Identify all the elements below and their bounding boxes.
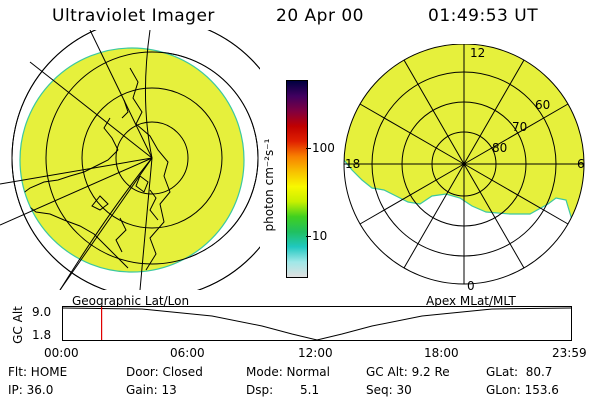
timeline-y-label: GC Alt (11, 306, 25, 344)
gc-alt-status: GC Alt: 9.2 Re (366, 365, 450, 379)
timeline-ytick-bottom: 1.8 (32, 328, 52, 342)
door-status: Door: Closed (126, 365, 203, 379)
polar-grid (343, 44, 585, 285)
geographic-map (0, 30, 260, 290)
glat-status: GLat: 80.7 (486, 365, 553, 379)
seq-status: Seq: 30 (366, 383, 412, 397)
colorbar-gradient (287, 81, 307, 277)
xtick-1800: 18:00 (424, 346, 459, 360)
mlt-label-12: 12 (470, 46, 485, 60)
date-label: 20 Apr 00 (276, 6, 364, 26)
timeline-plot (62, 306, 572, 341)
ip-status: IP: 36.0 (8, 383, 54, 397)
lat-label-60: 60 (535, 98, 550, 112)
lat-label-70: 70 (512, 120, 527, 134)
dsp-label: Dsp: (246, 383, 274, 397)
altitude-curve (62, 307, 572, 341)
geo-grid-lines (0, 30, 260, 290)
xtick-0600: 06:00 (170, 346, 205, 360)
colorbar-tick-10: 10 (312, 229, 328, 243)
lat-label-80: 80 (492, 141, 507, 155)
gain-status: Gain: 13 (126, 383, 177, 397)
colorbar-tick-mark-10 (306, 236, 311, 237)
mlt-label-6: 6 (577, 157, 585, 171)
colorbar-tick-100: 100 (312, 141, 335, 155)
glon-status: GLon: 153.6 (486, 383, 559, 397)
apex-label: Apex MLat/MLT (426, 294, 516, 308)
xtick-2359: 23:59 (552, 346, 587, 360)
polar-map: 80 70 60 12 18 6 0 (343, 44, 585, 293)
time-label: 01:49:53 UT (428, 6, 539, 26)
flight-status: Flt: HOME (8, 365, 68, 379)
xtick-0000: 00:00 (44, 346, 79, 360)
mlt-label-0: 0 (467, 279, 475, 293)
colorbar (286, 80, 308, 278)
colorbar-unit-label: photon cm⁻²s⁻¹ (262, 138, 276, 232)
colorbar-tick-mark-100 (306, 148, 311, 149)
timeline-ytick-top: 9.0 (32, 305, 52, 319)
instrument-title: Ultraviolet Imager (52, 6, 215, 26)
xtick-1200: 12:00 (298, 346, 333, 360)
mode-status: Mode: Normal (246, 365, 330, 379)
dsp-value: 5.1 (300, 383, 320, 397)
geographic-label: Geographic Lat/Lon (72, 294, 190, 308)
uv-image-disk (19, 47, 245, 273)
mlt-label-18: 18 (345, 157, 360, 171)
